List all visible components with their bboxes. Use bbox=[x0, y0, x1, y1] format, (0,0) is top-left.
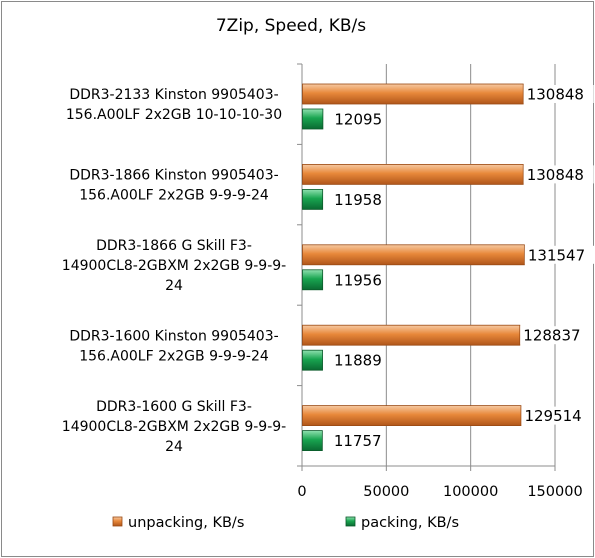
data-label: 129514 bbox=[524, 407, 581, 425]
x-tick-label: 100000 bbox=[443, 484, 498, 500]
category-label-line: 156.A00LF 2x2GB 9-9-9-24 bbox=[79, 348, 269, 364]
data-label: 11889 bbox=[334, 352, 382, 370]
bar-unpacking bbox=[302, 163, 524, 185]
category-label: DDR3-1866 Kinston 9905403- 156.A00LF 2x2G… bbox=[69, 168, 278, 204]
legend-label-unpacking: unpacking, KB/s bbox=[128, 515, 244, 531]
category-label-line: DDR3-1866 G Skill F3- bbox=[96, 238, 252, 254]
data-label-bg bbox=[521, 406, 592, 425]
legend-label-packing: packing, KB/s bbox=[361, 515, 459, 531]
bar-packing bbox=[302, 108, 324, 130]
data-label-bg bbox=[523, 85, 594, 103]
bar-packing bbox=[302, 349, 323, 371]
data-label: 131547 bbox=[528, 246, 585, 264]
x-tick-label: 150000 bbox=[527, 484, 582, 500]
category-label-line: 14900CL8-2GBXM 2x2GB 9-9-9- bbox=[62, 419, 286, 435]
category-label-line: DDR3-1600 Kinston 9905403- bbox=[69, 328, 278, 344]
category-label: DDR3-1600 Kinston 9905403- 156.A00LF 2x2G… bbox=[69, 328, 278, 364]
bar-packing bbox=[302, 188, 324, 210]
bar-unpacking bbox=[302, 244, 525, 266]
legend-swatch-unpacking bbox=[112, 516, 123, 527]
x-tick-label: 50000 bbox=[363, 484, 409, 500]
bar-unpacking bbox=[302, 405, 522, 427]
data-label: 11958 bbox=[334, 191, 382, 209]
x-tick-label: 0 bbox=[297, 484, 306, 500]
category-label-line: DDR3-1600 G Skill F3- bbox=[96, 399, 252, 415]
data-label: 130848 bbox=[527, 86, 584, 104]
category-label-line: 24 bbox=[165, 278, 183, 294]
data-label-bg bbox=[523, 165, 594, 184]
category-label-line: DDR3-2133 Kinston 9905403- bbox=[69, 87, 278, 103]
category-label-line: 156.A00LF 2x2GB 10-10-10-30 bbox=[66, 107, 282, 123]
data-label-bg bbox=[524, 245, 595, 264]
data-label: 128837 bbox=[523, 327, 580, 345]
bar-unpacking bbox=[302, 83, 524, 105]
category-label: DDR3-1600 G Skill F3- 14900CL8-2GBXM 2x2G… bbox=[62, 399, 286, 455]
category-label-line: DDR3-1866 Kinston 9905403- bbox=[69, 168, 278, 184]
data-label: 11956 bbox=[334, 271, 382, 289]
category-label: DDR3-1866 G Skill F3- 14900CL8-2GBXM 2x2G… bbox=[62, 238, 286, 294]
legend: unpacking, KB/s packing, KB/s bbox=[112, 515, 459, 531]
category-label: DDR3-2133 Kinston 9905403- 156.A00LF 2x2G… bbox=[66, 87, 282, 123]
category-label-line: 24 bbox=[165, 439, 183, 455]
data-label: 11757 bbox=[334, 432, 382, 450]
category-label-line: 156.A00LF 2x2GB 9-9-9-24 bbox=[79, 188, 269, 204]
chart-title: 7Zip, Speed, KB/s bbox=[216, 16, 366, 36]
data-label-bg bbox=[520, 326, 591, 345]
plot-area: 0 50000 100000 150000 130848 130848 131547 1288… bbox=[62, 63, 595, 500]
bar-unpacking bbox=[302, 324, 521, 346]
bar-packing bbox=[302, 430, 323, 452]
data-label: 130848 bbox=[527, 166, 584, 184]
legend-swatch-packing bbox=[345, 516, 356, 527]
bar-packing bbox=[302, 269, 324, 291]
category-label-line: 14900CL8-2GBXM 2x2GB 9-9-9- bbox=[62, 258, 286, 274]
data-label: 12095 bbox=[334, 111, 382, 129]
